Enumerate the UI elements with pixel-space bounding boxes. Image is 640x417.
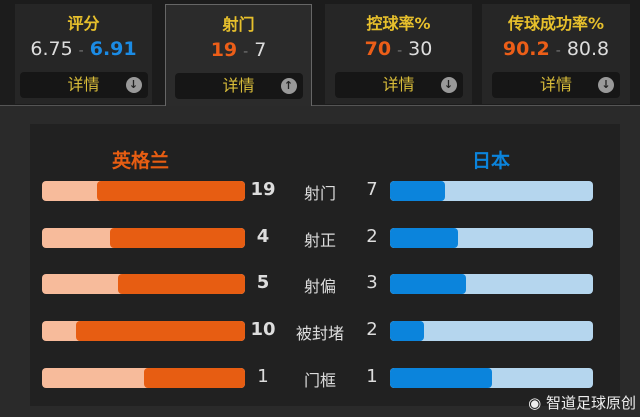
- details-label: 详情: [67, 75, 100, 94]
- separator: -: [78, 43, 84, 59]
- away-bar-fill: [390, 321, 424, 342]
- separator: -: [555, 43, 561, 59]
- tab-3[interactable]: 传球成功率% 90.2-80.8 详情 ↓: [482, 4, 630, 104]
- tab-title: 控球率%: [366, 14, 431, 33]
- tab-values: 6.75-6.91: [15, 38, 152, 64]
- away-bar-fill: [390, 274, 467, 295]
- home-stat-value: 5: [256, 272, 270, 294]
- away-bar: [390, 181, 593, 201]
- stat-label: 被封堵: [295, 324, 344, 344]
- stat-label: 射正: [303, 230, 336, 250]
- stats-panel: 英格兰 日本 19 射门 7 4 射正 2 5 射偏 3 10 被封堵 2 1 …: [0, 105, 640, 417]
- home-bar-fill: [96, 181, 245, 201]
- home-bar-fill: [118, 274, 245, 295]
- away-team-name: 日本: [472, 150, 511, 172]
- home-stat-value: 1: [257, 365, 269, 387]
- away-stat-value: 2: [366, 225, 378, 247]
- away-bar: [390, 321, 593, 342]
- tab-title: 评分: [67, 14, 100, 33]
- arrow-up-icon: ↑: [280, 78, 297, 94]
- away-stat-value: 1: [366, 365, 378, 387]
- arrow-down-icon: ↓: [125, 77, 142, 93]
- stat-label: 射门: [303, 184, 336, 203]
- away-value: 30: [408, 38, 433, 60]
- stat-label: 射偏: [303, 277, 336, 297]
- tab-2[interactable]: 控球率% 70-30 详情 ↓: [325, 4, 472, 104]
- separator: -: [243, 44, 249, 60]
- tab-1[interactable]: 射门 19-7 详情 ↑: [165, 4, 312, 106]
- away-bar: [390, 227, 593, 248]
- stat-label: 门框: [303, 370, 336, 390]
- away-bar: [390, 274, 593, 295]
- home-stat-value: 10: [250, 319, 276, 341]
- home-bar-fill: [75, 321, 245, 342]
- home-bar: [42, 367, 245, 388]
- away-value: 80.8: [566, 38, 610, 60]
- arrow-down-icon: ↓: [598, 77, 614, 93]
- separator: -: [397, 43, 403, 59]
- stat-row: 5 射偏 3: [30, 272, 620, 297]
- details-label: 详情: [382, 75, 415, 94]
- away-bar-fill: [390, 367, 492, 388]
- tab-0[interactable]: 评分 6.75-6.91 详情 ↓: [15, 4, 152, 104]
- home-bar: [42, 227, 245, 248]
- tab-values: 70-30: [325, 38, 472, 64]
- details-button[interactable]: 详情 ↓: [19, 72, 148, 98]
- details-label: 详情: [222, 76, 255, 95]
- home-stat-value: 4: [256, 225, 270, 247]
- away-value: 7: [254, 39, 267, 61]
- home-bar-fill: [109, 227, 245, 248]
- details-button[interactable]: 详情 ↓: [492, 72, 620, 98]
- away-stat-value: 2: [366, 319, 378, 341]
- home-value: 6.75: [30, 38, 73, 60]
- stats-inner: 英格兰 日本 19 射门 7 4 射正 2 5 射偏 3 10 被封堵 2 1 …: [30, 124, 620, 406]
- home-team-name: 英格兰: [112, 150, 170, 172]
- away-stat-value: 7: [366, 179, 378, 200]
- tab-title: 传球成功率%: [507, 14, 605, 33]
- away-bar-fill: [390, 181, 445, 201]
- home-bar-fill: [143, 367, 245, 388]
- tab-values: 19-7: [166, 39, 311, 65]
- home-bar: [42, 274, 245, 295]
- home-stat-value: 19: [250, 179, 276, 200]
- stat-row: 10 被封堵 2: [30, 319, 620, 344]
- stat-row: 1 门框 1: [30, 365, 620, 390]
- stat-row: 4 射正 2: [30, 225, 620, 250]
- away-bar: [390, 367, 593, 388]
- weibo-icon: ◉: [528, 394, 546, 412]
- stat-row: 19 射门 7: [30, 179, 620, 203]
- details-label: 详情: [539, 75, 572, 94]
- home-bar: [42, 321, 245, 342]
- tab-values: 90.2-80.8: [482, 38, 630, 64]
- watermark-text: 智道足球原创: [545, 394, 636, 412]
- home-bar: [42, 181, 245, 201]
- home-value: 19: [210, 39, 238, 61]
- tab-title: 射门: [222, 15, 255, 34]
- details-button[interactable]: 详情 ↑: [174, 73, 303, 99]
- home-value: 70: [364, 38, 392, 60]
- away-value: 6.91: [89, 38, 137, 60]
- home-value: 90.2: [502, 38, 550, 60]
- arrow-down-icon: ↓: [440, 77, 457, 93]
- away-stat-value: 3: [366, 272, 378, 294]
- watermark: ◉ 智道足球原创: [528, 392, 636, 413]
- details-button[interactable]: 详情 ↓: [334, 72, 463, 98]
- away-bar-fill: [390, 227, 458, 248]
